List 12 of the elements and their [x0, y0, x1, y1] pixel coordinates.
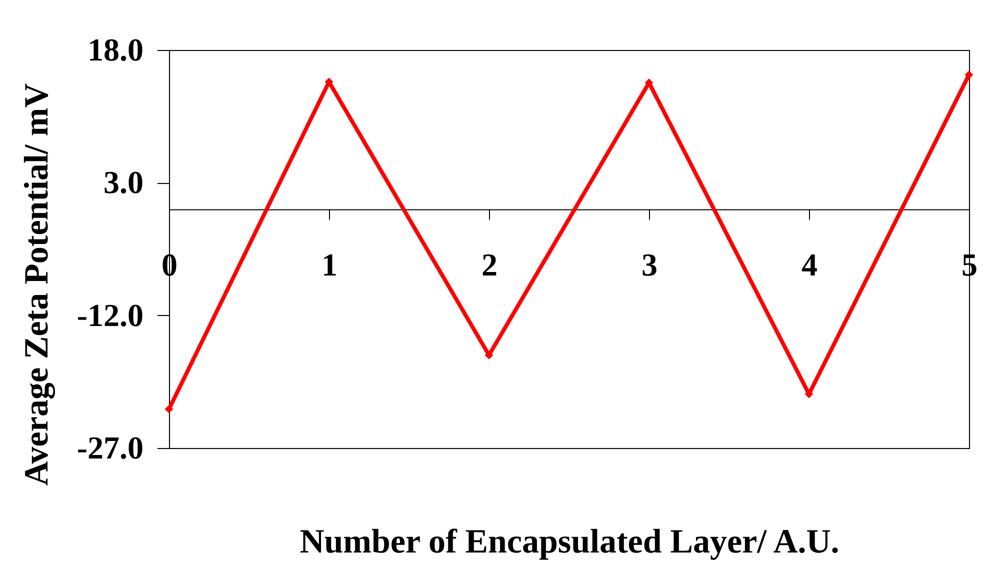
x-tick-label: 2 — [482, 246, 498, 283]
x-tick-label: 3 — [642, 246, 658, 283]
y-tick-label: -27.0 — [76, 430, 144, 466]
y-tick-label: 18.0 — [88, 32, 144, 68]
x-axis-title: Number of Encapsulated Layer/ A.U. — [300, 524, 840, 560]
y-axis-title: Average Zeta Potential/ mV — [18, 82, 56, 486]
point — [964, 70, 974, 79]
y-tick-label: -12.0 — [76, 296, 144, 333]
x-tick-label: 1 — [322, 246, 338, 283]
point — [164, 404, 174, 414]
x-tick-label: 4 — [802, 246, 818, 283]
y-tick-label: 3.0 — [104, 164, 144, 200]
